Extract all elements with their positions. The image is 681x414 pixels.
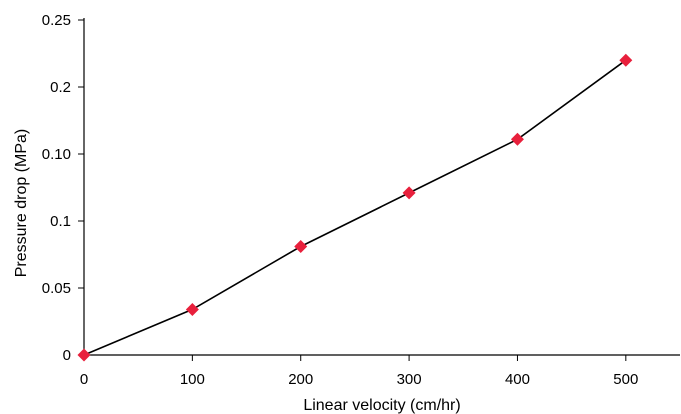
x-tick-label: 100 (180, 371, 205, 388)
data-point-marker (77, 348, 91, 362)
x-axis-ticks: 0 100 200 300 400 500 (80, 355, 638, 388)
chart-axes (83, 18, 680, 356)
x-tick-label: 500 (613, 371, 638, 388)
y-axis-ticks: 0 0.05 0.1 0.10 0.2 0.25 (42, 12, 84, 364)
y-tick-label: 0.25 (42, 12, 71, 29)
x-tick-label: 200 (288, 371, 313, 388)
y-tick-label: 0.10 (42, 146, 71, 163)
y-tick-label: 0.2 (50, 79, 71, 96)
x-tick-label: 0 (80, 371, 88, 388)
y-axis-title: Pressure drop (MPa) (13, 129, 30, 278)
data-point-marker (510, 132, 524, 146)
data-point-marker (619, 53, 633, 67)
y-tick-label: 0 (63, 347, 71, 364)
data-point-marker (402, 186, 416, 200)
x-axis-title: Linear velocity (cm/hr) (303, 397, 460, 414)
series-group (77, 53, 633, 362)
y-tick-label: 0.05 (42, 280, 71, 297)
data-point-marker (185, 302, 199, 316)
x-tick-label: 300 (397, 371, 422, 388)
x-tick-label: 400 (505, 371, 530, 388)
y-tick-label: 0.1 (50, 213, 71, 230)
data-point-marker (294, 239, 308, 253)
series-line (83, 59, 627, 356)
